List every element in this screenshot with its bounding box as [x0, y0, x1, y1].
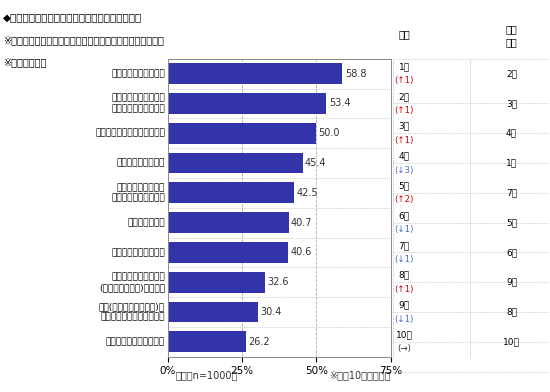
Bar — [168, 93, 326, 114]
Text: 居眠り運転による事故: 居眠り運転による事故 — [111, 248, 165, 257]
Text: (↑1): (↑1) — [394, 136, 414, 145]
Text: 53.4: 53.4 — [329, 98, 350, 109]
Text: 40.6: 40.6 — [291, 247, 312, 258]
Text: 5位: 5位 — [506, 218, 517, 227]
Text: 6位: 6位 — [399, 211, 410, 220]
Bar — [168, 63, 343, 84]
Text: ※上位10位まで抜粸: ※上位10位まで抜粸 — [329, 370, 390, 381]
Text: (↑1): (↑1) — [394, 76, 414, 85]
Text: 4位: 4位 — [506, 129, 517, 138]
Text: 5位: 5位 — [399, 181, 410, 190]
Text: 危険運転をする自転車
(僕さし運転など)との事故: 危険運転をする自転車 (僕さし運転など)との事故 — [99, 272, 165, 292]
Text: 7位: 7位 — [399, 241, 410, 250]
Text: 8位: 8位 — [399, 271, 410, 279]
Text: ※複数回答形式: ※複数回答形式 — [3, 57, 46, 67]
Text: 全体『n=1000』: 全体『n=1000』 — [176, 370, 238, 381]
Text: 4位: 4位 — [399, 152, 410, 160]
Text: 40.7: 40.7 — [291, 218, 312, 228]
Text: 42.5: 42.5 — [296, 188, 318, 198]
Text: (→): (→) — [397, 345, 411, 353]
Text: 高齢者・高齢運転者との事故: 高齢者・高齢運転者との事故 — [95, 129, 165, 138]
Bar — [168, 152, 302, 174]
Text: 30.4: 30.4 — [260, 307, 282, 317]
Text: 順位: 順位 — [398, 29, 410, 39]
Bar — [168, 301, 258, 323]
Text: (↑1): (↑1) — [394, 285, 414, 294]
Text: 2位: 2位 — [399, 92, 410, 101]
Text: 8位: 8位 — [506, 308, 517, 316]
Text: 58.8: 58.8 — [345, 69, 366, 79]
Text: (↓1): (↓1) — [394, 315, 414, 323]
Text: 7位: 7位 — [506, 189, 517, 197]
Text: 2位: 2位 — [506, 69, 517, 78]
Text: 10位: 10位 — [396, 330, 412, 339]
Text: 32.6: 32.6 — [267, 277, 288, 287]
Text: 10位: 10位 — [503, 338, 520, 346]
Text: スピード違反による事故: スピード違反による事故 — [106, 338, 165, 346]
Text: (↑1): (↑1) — [394, 106, 414, 115]
Text: 6位: 6位 — [506, 248, 517, 257]
Text: 逆走車との事故: 逆走車との事故 — [128, 218, 165, 227]
Text: 1位: 1位 — [399, 62, 410, 71]
Text: 昨年
順位: 昨年 順位 — [505, 25, 518, 47]
Text: 3位: 3位 — [399, 122, 410, 131]
Bar — [168, 123, 316, 144]
Bar — [168, 242, 288, 263]
Text: 9位: 9位 — [399, 301, 410, 309]
Text: ◆車社会で過ごすなかで、最近恐怖を感じること: ◆車社会で過ごすなかで、最近恐怖を感じること — [3, 12, 142, 22]
Text: 26.2: 26.2 — [248, 337, 270, 347]
Text: (↓1): (↓1) — [394, 225, 414, 234]
Text: ※体験したことに限らず、ニュースなどで知ったことを含む: ※体験したことに限らず、ニュースなどで知ったことを含む — [3, 35, 164, 45]
Text: 飲酒運転による事故: 飲酒運転による事故 — [117, 159, 165, 167]
Text: 45.4: 45.4 — [305, 158, 327, 168]
Text: スマホ・携帯電話の
ながら運転による事故: スマホ・携帯電話の ながら運転による事故 — [111, 183, 165, 203]
Text: (↓3): (↓3) — [394, 166, 414, 174]
Text: (↑2): (↑2) — [394, 196, 414, 204]
Text: 1位: 1位 — [506, 159, 517, 167]
Text: あおり運転による事故: あおり運転による事故 — [111, 69, 165, 78]
Text: (↓1): (↓1) — [394, 255, 414, 264]
Text: ブレーキとアクセルの
踏み間違いによる事故: ブレーキとアクセルの 踏み間違いによる事故 — [111, 94, 165, 113]
Bar — [168, 182, 294, 203]
Text: 3位: 3位 — [506, 99, 517, 108]
Text: 9位: 9位 — [506, 278, 517, 287]
Bar — [168, 212, 289, 233]
Bar — [168, 272, 265, 293]
Bar — [168, 331, 245, 352]
Text: 50.0: 50.0 — [318, 128, 340, 138]
Text: 薬物(危険ドラッグなど)を
服用した運転者による事故: 薬物(危険ドラッグなど)を 服用した運転者による事故 — [99, 302, 165, 322]
